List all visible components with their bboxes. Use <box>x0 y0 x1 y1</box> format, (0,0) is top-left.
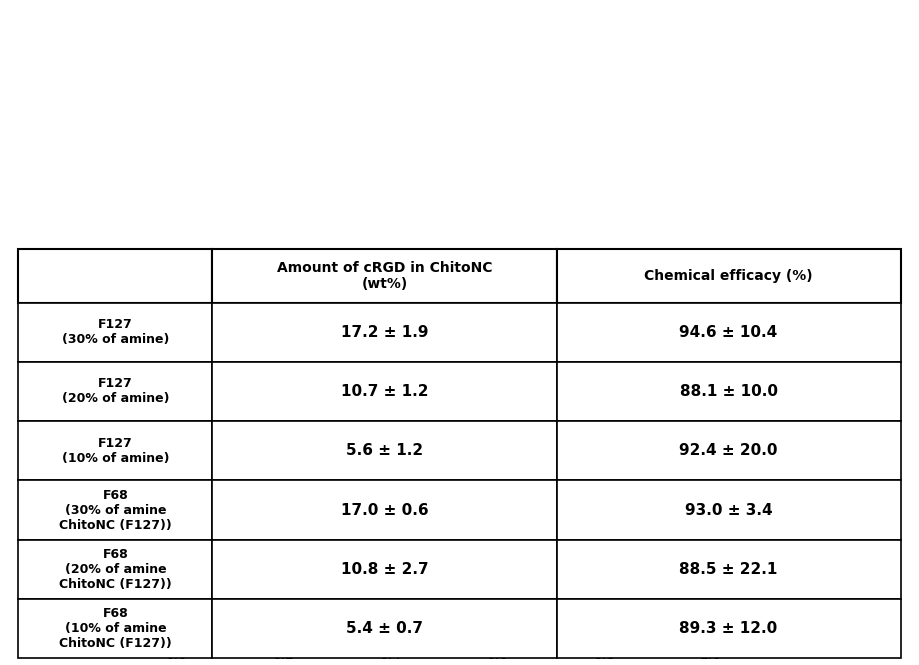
Text: 17.0 ± 0.6: 17.0 ± 0.6 <box>341 503 428 517</box>
Bar <box>557 599 901 658</box>
Bar <box>212 421 557 480</box>
Bar <box>557 540 901 599</box>
Point <box>169 628 184 639</box>
Point <box>302 577 317 588</box>
Bar <box>18 421 212 480</box>
Text: Amount of cRGD in ChitoNC
(wt%): Amount of cRGD in ChitoNC (wt%) <box>277 261 493 291</box>
Text: F127
(10% of amine): F127 (10% of amine) <box>62 437 169 465</box>
Bar <box>557 303 901 362</box>
Bar <box>18 480 212 540</box>
Text: 94.6 ± 10.4: 94.6 ± 10.4 <box>679 325 777 340</box>
Text: F68
(20% of amine
ChitoNC (F127)): F68 (20% of amine ChitoNC (F127)) <box>59 548 172 591</box>
Bar <box>18 249 212 303</box>
Point <box>437 520 451 531</box>
Bar <box>557 362 901 421</box>
Bar <box>212 540 557 599</box>
Bar <box>18 362 212 421</box>
Text: F127
(20% of amine): F127 (20% of amine) <box>62 378 169 406</box>
Text: 92.4 ± 20.0: 92.4 ± 20.0 <box>679 444 777 458</box>
Text: R² = 0.9876: R² = 0.9876 <box>412 478 504 493</box>
Bar <box>212 480 557 540</box>
Text: 17.2 ± 1.9: 17.2 ± 1.9 <box>341 325 428 340</box>
Text: 10.7 ± 1.2: 10.7 ± 1.2 <box>341 384 428 399</box>
Text: 88.5 ± 22.1: 88.5 ± 22.1 <box>679 562 777 577</box>
Bar <box>18 303 212 362</box>
Text: F68
(10% of amine
ChitoNC (F127)): F68 (10% of amine ChitoNC (F127)) <box>59 607 172 650</box>
Bar <box>212 599 557 658</box>
Text: F127
(30% of amine): F127 (30% of amine) <box>62 318 169 346</box>
Point <box>235 603 250 614</box>
Bar <box>212 303 557 362</box>
Bar <box>212 249 557 303</box>
Bar <box>212 362 557 421</box>
Text: 5.4 ± 0.7: 5.4 ± 0.7 <box>346 621 423 636</box>
Text: 5.6 ± 1.2: 5.6 ± 1.2 <box>346 444 423 458</box>
Point <box>703 452 718 463</box>
Text: Chemical efficacy (%): Chemical efficacy (%) <box>644 269 813 283</box>
Y-axis label: Absorbance (OD): Absorbance (OD) <box>101 452 119 612</box>
Bar <box>557 480 901 540</box>
Text: 89.3 ± 12.0: 89.3 ± 12.0 <box>679 621 777 636</box>
Text: 88.1 ± 10.0: 88.1 ± 10.0 <box>679 384 777 399</box>
Bar <box>18 599 212 658</box>
Text: 93.0 ± 3.4: 93.0 ± 3.4 <box>685 503 772 517</box>
Bar <box>557 421 901 480</box>
Text: F68
(30% of amine
ChitoNC (F127)): F68 (30% of amine ChitoNC (F127)) <box>59 489 172 531</box>
Bar <box>18 540 212 599</box>
Text: y = 0.1899x: y = 0.1899x <box>412 452 505 467</box>
Text: 10.8 ± 2.7: 10.8 ± 2.7 <box>341 562 428 577</box>
Bar <box>557 249 901 303</box>
